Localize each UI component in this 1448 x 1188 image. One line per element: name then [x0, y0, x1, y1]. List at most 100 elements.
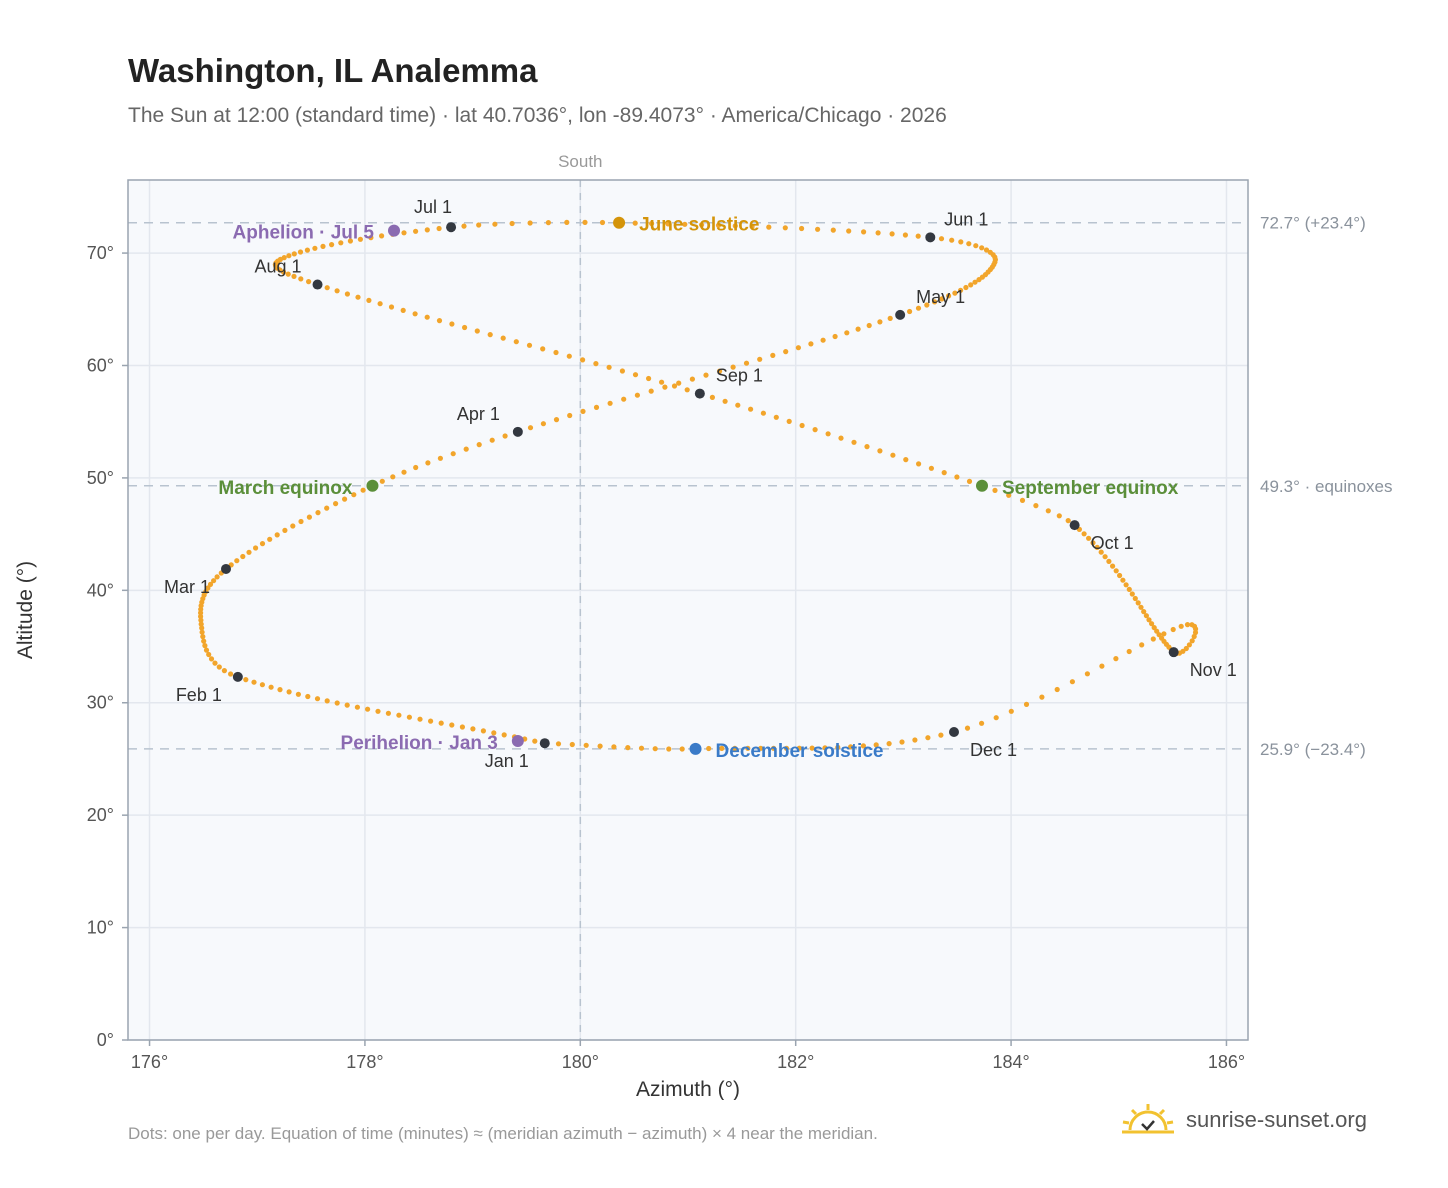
day-dot [1139, 642, 1145, 648]
month-label: Jul 1 [414, 197, 452, 217]
day-dot [476, 222, 482, 228]
day-dot [1084, 671, 1090, 677]
day-dot [860, 743, 867, 749]
day-dot [846, 228, 852, 234]
month-marker [312, 279, 323, 290]
day-dot [470, 726, 476, 732]
day-dot [314, 696, 321, 702]
brand-logo[interactable]: sunrise-sunset.org [1120, 1102, 1367, 1138]
month-marker [949, 726, 959, 737]
day-dot [424, 227, 430, 233]
day-dot [347, 238, 353, 244]
x-tick-label: 182° [777, 1052, 814, 1072]
day-dot [480, 728, 486, 734]
day-dot [1126, 648, 1132, 655]
day-dot [964, 725, 971, 731]
day-dot [329, 242, 335, 248]
day-dot [877, 319, 883, 325]
day-dot [932, 299, 938, 305]
day-dot [357, 236, 363, 242]
day-dot [730, 364, 736, 370]
day-dot [848, 744, 854, 750]
day-dot [277, 687, 283, 693]
day-dot [295, 691, 301, 697]
day-dot [354, 704, 360, 710]
day-dot [355, 294, 361, 300]
day-dot [607, 400, 613, 406]
day-dot [555, 741, 562, 747]
day-dot [305, 693, 311, 700]
day-dot [1186, 642, 1192, 648]
day-dot [417, 716, 423, 722]
day-dot [500, 335, 506, 341]
reference-lines: 72.7° (+23.4°) 49.3° · equinoxes 25.9° (−2… [128, 214, 1393, 759]
y-tick-label: 10° [87, 918, 114, 938]
day-dot [799, 422, 805, 429]
day-dot [782, 225, 788, 231]
day-dot [1090, 540, 1096, 546]
day-dot [679, 746, 685, 752]
day-dot [286, 689, 292, 695]
day-dot [786, 418, 792, 424]
chart-subtitle: The Sun at 12:00 (standard time) · lat 4… [128, 104, 947, 127]
day-dot [228, 671, 234, 677]
day-dot [979, 720, 985, 726]
month-label: Nov 1 [1190, 660, 1237, 680]
event-label: September equinox [1002, 478, 1179, 499]
day-dot [463, 446, 469, 452]
reference-label: 25.9° (−23.4°) [1260, 740, 1366, 759]
day-dot [666, 746, 672, 752]
day-dot [304, 247, 310, 253]
day-dot [377, 301, 383, 307]
plot-area [128, 180, 1248, 1040]
day-dot [773, 414, 779, 420]
day-dot [1138, 604, 1144, 610]
x-tick-label: 186° [1208, 1052, 1245, 1072]
day-dot [706, 745, 712, 752]
month-label: Dec 1 [970, 740, 1017, 760]
day-dot [796, 745, 802, 751]
day-dot [199, 629, 205, 635]
day-dot [532, 738, 538, 744]
day-dot [540, 421, 547, 427]
day-dot [351, 492, 357, 498]
day-dot [812, 427, 818, 433]
day-dot [648, 388, 654, 394]
day-dot [282, 527, 288, 534]
day-dot [972, 279, 978, 285]
day-dot [973, 243, 979, 249]
day-dot [290, 523, 296, 529]
day-dot [1113, 656, 1119, 662]
day-dot [941, 470, 947, 476]
day-dot [1146, 617, 1152, 623]
day-dot [545, 220, 552, 226]
day-dot [1081, 531, 1087, 537]
day-dot [915, 305, 922, 311]
day-dot [877, 448, 883, 454]
day-dot [526, 342, 533, 348]
day-dot [385, 710, 391, 716]
event-label: December solstice [716, 741, 884, 762]
day-dot [1023, 701, 1030, 708]
day-dot [1106, 558, 1112, 565]
day-dot [1098, 549, 1104, 555]
sun-logo-icon [1122, 1104, 1174, 1134]
month-label: Jan 1 [485, 751, 529, 771]
day-dot [297, 249, 304, 255]
day-dot [487, 332, 493, 338]
day-dot [206, 651, 212, 658]
day-dot [649, 220, 655, 227]
day-dot [968, 282, 974, 288]
day-dot [502, 433, 508, 439]
day-dot [958, 239, 964, 245]
day-dot [682, 221, 688, 227]
event-markers: June solstice December solstice March equi… [218, 215, 1178, 762]
day-dot [966, 478, 973, 484]
day-dot [1008, 708, 1014, 714]
day-dot [489, 437, 495, 443]
month-marker [221, 563, 231, 574]
x-tick-label: 178° [346, 1052, 383, 1072]
day-dot [875, 230, 881, 236]
day-dot [491, 730, 497, 736]
day-dot [838, 435, 844, 441]
